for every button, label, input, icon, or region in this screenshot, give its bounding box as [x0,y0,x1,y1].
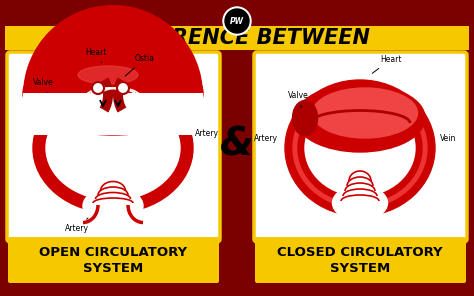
Text: DIFFERENCE BETWEEN: DIFFERENCE BETWEEN [104,28,370,48]
Text: Artery: Artery [195,128,219,138]
Text: Ostia: Ostia [125,54,155,76]
Text: Artery: Artery [65,218,89,233]
FancyBboxPatch shape [5,26,469,50]
Ellipse shape [78,66,138,84]
Text: CLOSED CIRCULATORY
SYSTEM: CLOSED CIRCULATORY SYSTEM [277,245,443,274]
Ellipse shape [293,88,427,208]
FancyBboxPatch shape [7,52,220,242]
FancyBboxPatch shape [254,52,467,242]
Ellipse shape [285,80,435,216]
FancyBboxPatch shape [8,237,219,283]
Text: PW: PW [230,17,244,25]
Ellipse shape [23,51,203,135]
Text: Valve: Valve [33,78,54,92]
Wedge shape [23,5,203,95]
Circle shape [225,9,249,33]
Text: Valve: Valve [288,91,309,107]
Ellipse shape [83,187,143,225]
Text: Artery: Artery [254,133,278,142]
Text: Heart: Heart [85,48,107,62]
Ellipse shape [305,100,415,196]
Ellipse shape [33,83,193,213]
Ellipse shape [332,186,388,221]
Ellipse shape [292,101,318,136]
Wedge shape [100,78,113,112]
Ellipse shape [46,96,180,200]
Text: Heart: Heart [372,55,401,73]
Circle shape [117,82,129,94]
Circle shape [223,7,251,35]
Ellipse shape [312,88,418,138]
Circle shape [92,82,104,94]
Ellipse shape [295,84,425,152]
FancyBboxPatch shape [255,237,466,283]
FancyBboxPatch shape [23,93,203,135]
Text: &: & [220,125,254,163]
Text: OPEN CIRCULATORY
SYSTEM: OPEN CIRCULATORY SYSTEM [39,245,187,274]
Ellipse shape [298,93,422,203]
Wedge shape [113,78,127,112]
Text: Vein: Vein [440,133,456,142]
